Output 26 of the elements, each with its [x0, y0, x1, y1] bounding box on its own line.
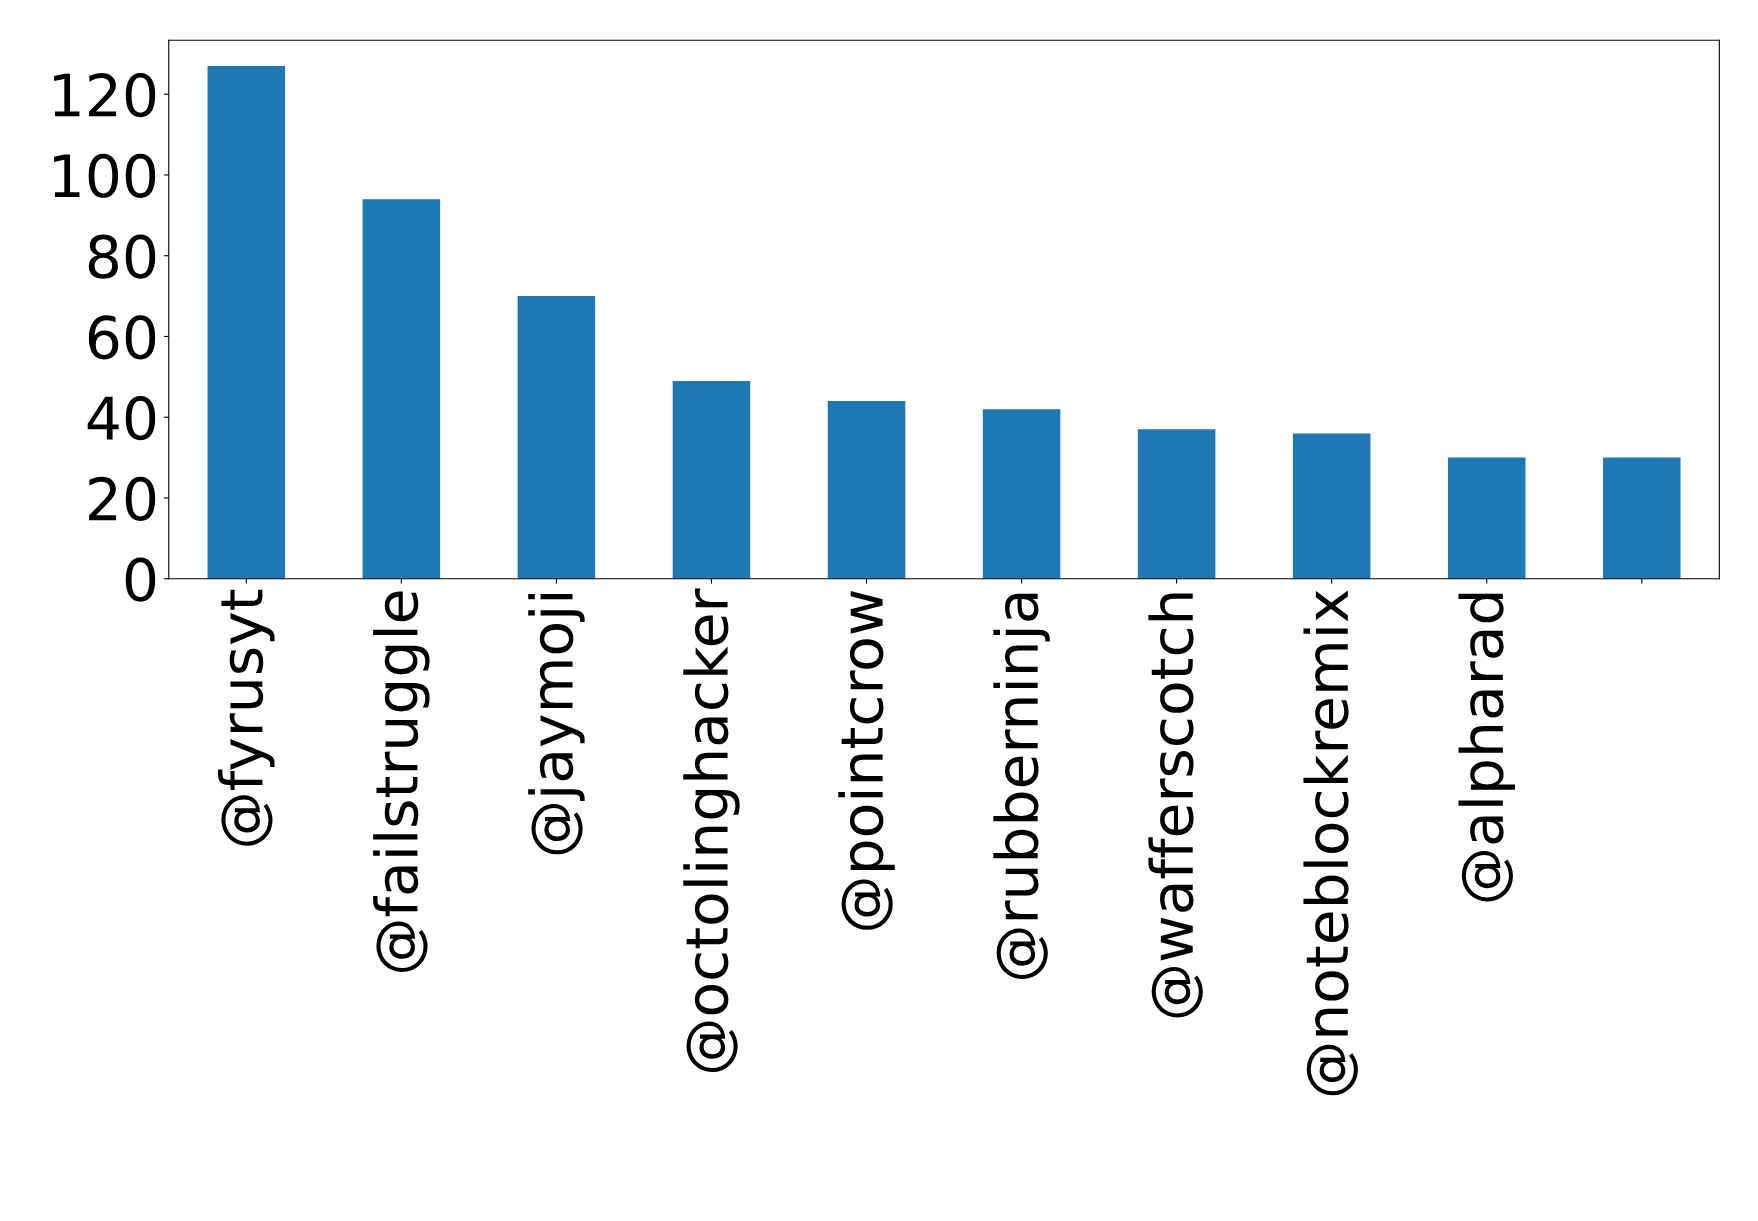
x-tick-label: @pointcrow — [838, 590, 895, 930]
y-tick-label: 100 — [54, 153, 156, 198]
bar — [362, 199, 441, 579]
x-tick-label: @jaymoji — [528, 593, 585, 855]
x-tick-label: @fyrusyt — [218, 589, 275, 846]
x-tick-label: @alpharad — [1458, 593, 1515, 902]
y-tick-label: 20 — [89, 476, 156, 521]
x-tick-label: @noteblockremix — [1303, 590, 1358, 1096]
bar — [827, 401, 906, 579]
y-tick-label: 120 — [54, 73, 156, 118]
bar — [517, 296, 596, 579]
bar — [672, 380, 751, 579]
bar — [1603, 457, 1681, 579]
x-tick-label: @failstruggle — [373, 591, 430, 973]
y-tick-label: 80 — [88, 234, 156, 279]
x-tick-label: @rubberninja — [993, 593, 1050, 979]
bar — [1137, 429, 1216, 579]
bar — [1292, 433, 1371, 579]
bar — [982, 409, 1061, 579]
x-tick-label: @octolinghacker — [683, 588, 740, 1073]
y-tick-label: 40 — [87, 396, 156, 441]
bar — [1447, 457, 1526, 579]
x-tick-label: @wafferscotch — [1148, 593, 1203, 1018]
bar — [207, 65, 286, 579]
y-tick-label: 0 — [125, 557, 156, 602]
y-tick-label: 60 — [88, 315, 156, 360]
